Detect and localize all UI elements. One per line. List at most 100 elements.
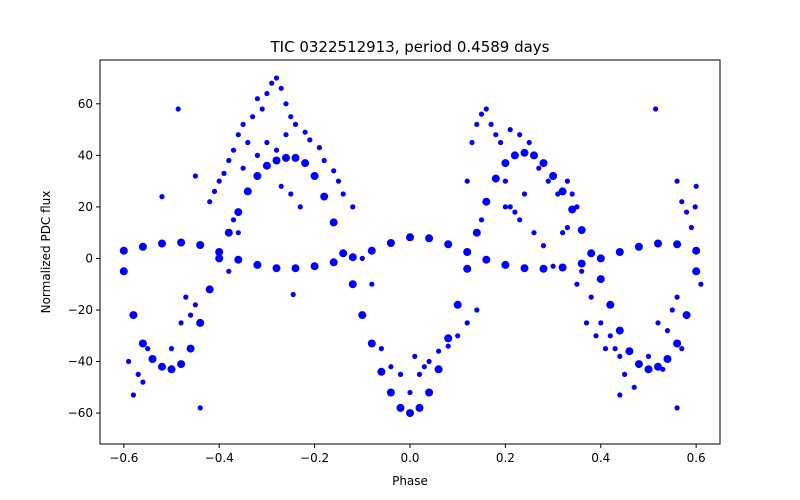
data-point [502,204,508,210]
data-point [526,139,532,146]
data-point [545,178,551,184]
data-point [569,191,575,197]
data-point [464,320,470,326]
data-point [168,346,175,352]
data-point [377,367,386,376]
data-point [264,90,270,97]
y-tick-label: 40 [78,148,93,162]
data-point [129,311,138,320]
data-point [126,358,132,365]
data-point [698,281,704,287]
data-point [660,366,666,372]
data-point [183,294,189,300]
data-point [273,147,280,153]
data-point [692,204,698,210]
data-point [521,191,528,197]
data-point [455,333,461,339]
data-point [234,208,243,217]
y-tick-label: −40 [68,355,93,369]
data-point [211,188,218,194]
data-point [243,187,252,196]
data-point [588,294,594,300]
data-point [568,205,577,214]
data-point [607,333,613,339]
data-point [483,106,489,112]
x-tick-label: 0.4 [591,451,610,465]
data-point [273,75,280,81]
data-point [235,132,241,138]
data-point [234,255,243,264]
data-point [205,285,214,294]
data-point [196,241,205,249]
data-point [321,157,327,164]
data-point [215,248,224,256]
data-point [331,168,337,174]
x-tick-label: 0.6 [687,451,706,465]
data-point [407,389,413,396]
data-point [502,178,508,184]
data-point [654,239,662,248]
data-point [615,326,624,335]
data-point [453,300,462,309]
data-point [539,159,548,168]
data-point [540,243,547,249]
data-point [140,379,146,385]
data-point [216,178,222,184]
data-point [412,353,418,359]
data-point [288,114,294,120]
data-point [426,358,432,365]
data-point [625,347,634,356]
data-point [612,346,618,352]
data-point [631,384,637,390]
data-point [291,153,300,162]
data-point [587,249,596,258]
data-point [673,240,682,249]
data-point [359,255,365,261]
data-point [593,333,599,339]
data-point [472,228,481,237]
data-point [386,239,395,247]
data-point [596,275,605,284]
data-point [158,239,166,248]
data-point [501,159,510,168]
data-point [674,178,680,184]
data-point [207,199,213,205]
data-point [421,364,427,370]
data-point [224,228,233,237]
data-point [539,264,548,273]
data-point [138,339,147,348]
data-point [615,248,624,256]
series-0 [119,148,701,418]
data-point [634,242,643,251]
data-point [482,255,491,264]
data-point [406,233,414,242]
y-axis-label: Normalized PDC flux [39,191,53,314]
data-point [425,234,434,243]
data-point [254,152,260,158]
data-point [644,365,653,374]
data-point [512,209,518,215]
data-point [634,360,643,369]
data-point [310,262,319,271]
data-point [367,339,376,348]
data-point [269,80,275,86]
data-point [669,307,675,313]
x-axis-label: Phase [392,474,428,488]
data-point [278,85,284,91]
data-point [498,139,504,146]
data-point [215,254,224,263]
y-tick-label: −20 [68,303,93,317]
data-point [606,300,615,309]
chart-title: TIC 0322512913, period 0.4589 days [269,38,549,56]
data-point [335,178,342,184]
data-point [445,343,451,349]
data-point [673,339,682,348]
data-point [434,365,443,374]
data-point [175,106,181,112]
data-point [348,280,357,289]
data-point [178,320,184,326]
data-point [186,344,195,353]
data-point [158,362,166,371]
data-point [617,392,623,398]
data-point [517,217,523,223]
